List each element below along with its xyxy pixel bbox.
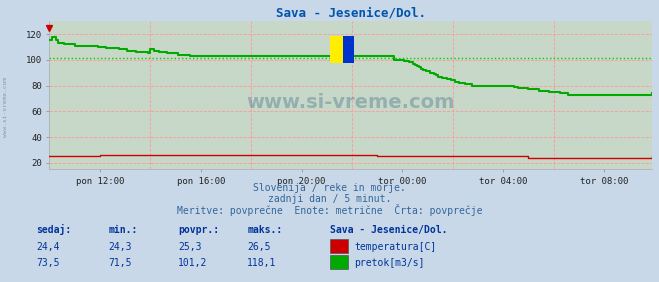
Title: Sava - Jesenice/Dol.: Sava - Jesenice/Dol. bbox=[276, 7, 426, 20]
Text: Sava - Jesenice/Dol.: Sava - Jesenice/Dol. bbox=[330, 225, 447, 235]
Text: www.si-vreme.com: www.si-vreme.com bbox=[3, 77, 8, 137]
Text: temperatura[C]: temperatura[C] bbox=[355, 242, 437, 252]
Text: 24,3: 24,3 bbox=[109, 242, 132, 252]
Text: min.:: min.: bbox=[109, 225, 138, 235]
Text: Slovenija / reke in morje.: Slovenija / reke in morje. bbox=[253, 182, 406, 193]
Text: sedaj:: sedaj: bbox=[36, 224, 71, 235]
Text: 24,4: 24,4 bbox=[36, 242, 60, 252]
Text: 73,5: 73,5 bbox=[36, 258, 60, 268]
Text: zadnji dan / 5 minut.: zadnji dan / 5 minut. bbox=[268, 194, 391, 204]
Text: www.si-vreme.com: www.si-vreme.com bbox=[246, 93, 455, 112]
Text: 26,5: 26,5 bbox=[247, 242, 271, 252]
Text: pretok[m3/s]: pretok[m3/s] bbox=[355, 258, 425, 268]
Bar bbox=[330, 36, 343, 63]
Bar bbox=[343, 36, 354, 63]
Text: 25,3: 25,3 bbox=[178, 242, 202, 252]
Text: 101,2: 101,2 bbox=[178, 258, 208, 268]
Text: 71,5: 71,5 bbox=[109, 258, 132, 268]
Text: 118,1: 118,1 bbox=[247, 258, 277, 268]
Text: Meritve: povprečne  Enote: metrične  Črta: povprečje: Meritve: povprečne Enote: metrične Črta:… bbox=[177, 204, 482, 216]
Text: povpr.:: povpr.: bbox=[178, 225, 219, 235]
Text: maks.:: maks.: bbox=[247, 225, 282, 235]
